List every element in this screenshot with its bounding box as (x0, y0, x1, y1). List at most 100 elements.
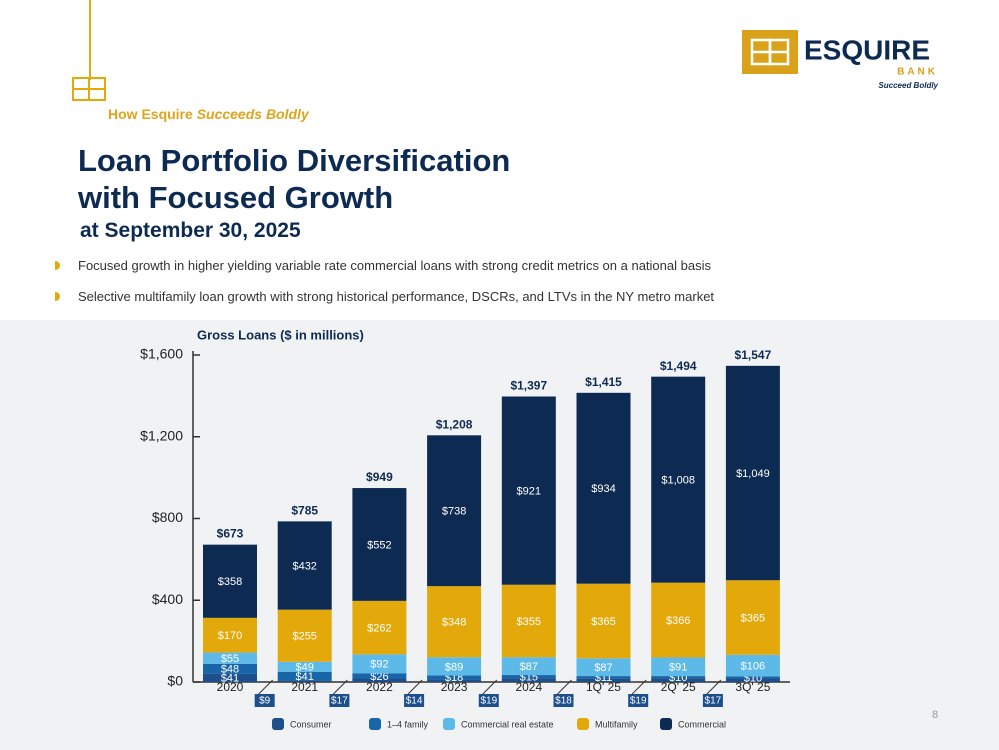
legend-swatch (577, 718, 589, 730)
callout-label: $19 (630, 696, 647, 707)
segment-label: $255 (292, 631, 316, 643)
segment-label: $262 (367, 623, 391, 635)
legend-label: Commercial real estate (461, 719, 554, 729)
total-label: $1,208 (436, 417, 473, 431)
callout-label: $14 (406, 696, 423, 707)
segment-label: $41 (221, 673, 239, 685)
total-label: $673 (217, 527, 244, 541)
bar-segment (427, 435, 482, 587)
total-label: $949 (366, 470, 393, 484)
bar-segment (352, 678, 407, 682)
callout-slash (631, 679, 647, 695)
bar-segment (277, 661, 332, 672)
slide-title: Loan Portfolio Diversification with Focus… (78, 142, 510, 216)
callout-slash (706, 679, 722, 695)
legend-swatch (660, 718, 672, 730)
tagline: How Esquire Succeeds Boldly (108, 106, 309, 122)
bar-segment (725, 580, 780, 655)
x-tick-label: 2021 (291, 680, 318, 694)
logo-sub: BANK (897, 67, 938, 78)
logo-name: ESQUIRE (804, 34, 930, 65)
callout-slash (482, 679, 498, 695)
segment-label: $106 (741, 661, 765, 673)
bar-segment (203, 673, 257, 682)
y-tick-label: $1,600 (140, 346, 183, 362)
callout-label: $17 (331, 696, 348, 707)
segment-label: $432 (292, 560, 316, 572)
x-tick-label: 1Q' 25 (586, 680, 621, 694)
bar-segment (576, 583, 631, 659)
segment-label: $365 (741, 612, 765, 624)
segment-label: $48 (221, 664, 239, 676)
segment-label: $87 (520, 661, 538, 673)
segment-label: $92 (370, 659, 388, 671)
bar-segment (576, 392, 631, 584)
segment-label: $26 (370, 671, 388, 683)
bar-segment (576, 658, 631, 677)
callout-box (553, 694, 574, 707)
bar-segment (277, 671, 332, 681)
callout-box (478, 694, 499, 707)
segment-label: $355 (517, 616, 541, 628)
y-tick-label: $0 (167, 673, 183, 689)
segment-label: $55 (221, 653, 239, 665)
bar-segment (427, 679, 482, 682)
bar-segment (576, 678, 631, 682)
callout-slash (557, 679, 572, 695)
x-tick-label: 2024 (515, 680, 542, 694)
callout-label: $9 (259, 696, 271, 707)
bar-segment (352, 488, 407, 601)
x-tick-label: 2020 (217, 680, 244, 694)
tagline-emphasis: Succeeds Boldly (196, 106, 309, 122)
callout-box (628, 694, 649, 707)
y-tick-label: $800 (152, 509, 183, 525)
bar-segment (203, 617, 257, 653)
bar-segment (725, 365, 780, 581)
callout-box (254, 694, 275, 707)
segment-label: $41 (296, 671, 314, 683)
callout-box (404, 694, 425, 707)
bar-segment (427, 586, 482, 658)
bar-segment (352, 673, 407, 679)
bar-segment (501, 678, 556, 682)
segment-label: $1,049 (736, 468, 770, 480)
chart-background (0, 320, 999, 750)
bar-segment (651, 376, 706, 583)
title-line: Loan Portfolio Diversification (78, 143, 511, 178)
segment-label: $365 (591, 616, 615, 628)
bar-segment (725, 678, 780, 682)
y-tick-label: $1,200 (140, 427, 183, 443)
total-label: $1,547 (735, 348, 772, 362)
bar-segment (651, 678, 706, 682)
legend-swatch (369, 718, 381, 730)
title-line: with Focused Growth (78, 180, 394, 215)
bullet: Selective multifamily loan growth with s… (55, 289, 714, 304)
callout-box (329, 694, 350, 707)
callout-slash (333, 679, 348, 695)
segment-label: $921 (517, 486, 541, 498)
bar-segment (352, 600, 407, 655)
callout-label: $19 (480, 696, 497, 707)
x-tick-label: 3Q' 25 (735, 680, 770, 694)
legend-label: Multifamily (595, 719, 638, 729)
bar-segment (725, 654, 780, 677)
subtitle: at September 30, 2025 (80, 219, 301, 242)
callout-label: $17 (705, 696, 722, 707)
segment-label: $170 (218, 630, 242, 642)
bar-segment (277, 521, 332, 610)
callout-label: $18 (555, 696, 572, 707)
segment-label: $91 (669, 662, 687, 674)
callout-box (702, 694, 723, 707)
bullet: Focused growth in higher yielding variab… (55, 258, 711, 273)
bar-segment (651, 582, 706, 658)
bar-segment (576, 676, 631, 679)
x-tick-label: 2Q' 25 (661, 680, 696, 694)
legend-label: 1–4 family (387, 719, 429, 729)
bar-segment (501, 396, 556, 585)
bar-segment (203, 652, 257, 664)
callout-slash (407, 679, 423, 695)
legend-label: Consumer (290, 719, 332, 729)
callout-slash (258, 679, 274, 695)
